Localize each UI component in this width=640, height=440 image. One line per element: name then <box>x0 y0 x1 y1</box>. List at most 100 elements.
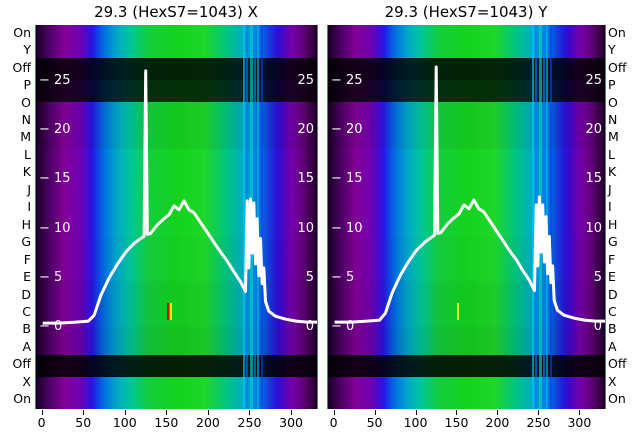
row-label: M <box>608 129 619 145</box>
x-tick-mark <box>124 410 126 415</box>
heatmap-band <box>36 327 317 355</box>
x-axis-panel-y: 0 50 100 150 200 250 300 <box>327 410 604 440</box>
x-tick-mark <box>333 410 335 415</box>
heatmap-band <box>36 191 317 237</box>
x-tick-mark <box>83 410 85 415</box>
row-label: L <box>608 146 615 162</box>
x-tick-mark <box>497 410 499 415</box>
heatmap-panel-y[interactable]: − 25 25 − 20 20 − 15 15 − 10 10 − 5 5 − 0 0 <box>327 25 606 409</box>
x-tick-label: 150 <box>444 415 469 430</box>
x-tick-mark <box>249 410 251 415</box>
inner-y-tick-label: − 25 <box>331 72 363 88</box>
inner-y-tick-label-right: 20 <box>585 122 602 137</box>
inner-y-tick-label: − 0 <box>331 319 355 334</box>
inner-y-tick-label: − 0 <box>39 319 63 334</box>
x-tick-label: 50 <box>366 415 383 430</box>
x-tick-label: 200 <box>485 415 510 430</box>
heatmap-band <box>328 237 605 281</box>
row-label: I <box>27 199 31 215</box>
x-tick-label: 300 <box>279 415 303 430</box>
row-label: N <box>608 112 618 127</box>
row-label: H <box>608 216 618 232</box>
inner-y-tick-label: − 25 <box>39 72 71 88</box>
panel-x-title: 29.3 (HexS7=1043) X <box>94 3 258 21</box>
x-tick-label: 0 <box>329 415 338 430</box>
row-label: K <box>608 164 617 180</box>
heatmap-band <box>328 377 605 409</box>
inner-y-tick-label-right: 15 <box>297 171 314 187</box>
x-tick-mark <box>579 410 581 415</box>
inner-y-tick-label-right: 5 <box>593 269 602 285</box>
row-label: O <box>21 94 31 110</box>
inner-y-tick-label-right: 0 <box>593 319 602 334</box>
heatmap-band <box>36 377 317 409</box>
row-label: F <box>23 251 31 267</box>
heatmap-band <box>328 327 605 355</box>
x-tick-mark <box>374 410 376 415</box>
row-label: P <box>23 77 31 93</box>
inner-y-tick-label-right: 15 <box>585 171 602 187</box>
x-tick-mark <box>207 410 209 415</box>
row-label: O <box>608 94 618 110</box>
inner-y-tick-label: − 10 <box>331 220 363 236</box>
x-tick-label: 250 <box>526 415 551 430</box>
row-label: X <box>608 373 617 389</box>
x-tick-mark <box>538 410 540 415</box>
heatmap-panel-x[interactable]: − 25 25 − 20 20 − 15 15 − 10 10 − 5 5 − 0 0 <box>35 25 318 409</box>
x-tick-mark <box>291 410 293 415</box>
row-label: H <box>21 216 31 232</box>
row-label: K <box>22 164 31 180</box>
x-tick-mark <box>456 410 458 415</box>
inner-y-tick-label: − 15 <box>331 171 363 187</box>
row-label: E <box>608 269 616 285</box>
row-label: F <box>608 251 616 267</box>
inner-y-tick-label-right: 25 <box>585 72 602 88</box>
inner-y-tick-label-right: 5 <box>305 269 314 285</box>
x-tick-label: 100 <box>403 415 428 430</box>
panel-y-title: 29.3 (HexS7=1043) Y <box>384 3 548 21</box>
row-label: A <box>608 338 617 354</box>
row-label: G <box>21 234 31 250</box>
row-label: C <box>22 304 31 319</box>
row-label: B <box>22 321 31 337</box>
heatmap-band <box>36 281 317 327</box>
row-label: A <box>22 338 31 354</box>
event-marker <box>457 303 460 321</box>
row-label: M <box>20 129 31 145</box>
row-label: Off <box>608 356 627 372</box>
row-label: D <box>608 286 618 302</box>
heatmap-band <box>36 102 317 149</box>
x-tick-label: 100 <box>112 415 137 430</box>
row-label: J <box>608 181 612 197</box>
spectral-stripe <box>549 25 552 409</box>
inner-y-tick-label: − 15 <box>39 171 71 187</box>
heatmap-band <box>36 149 317 191</box>
spectral-stripe <box>260 25 263 409</box>
row-label: B <box>608 321 617 337</box>
spectral-stripe <box>242 25 245 409</box>
x-tick-label: 50 <box>75 415 92 430</box>
row-label: I <box>608 199 612 215</box>
heatmap-band <box>328 25 605 58</box>
row-label: D <box>21 286 31 302</box>
row-label: Off <box>12 356 31 372</box>
inner-y-tick-label: − 20 <box>39 122 71 137</box>
heatmap-band <box>36 25 317 58</box>
row-label: On <box>13 391 31 407</box>
event-marker <box>169 303 172 321</box>
x-tick-label: 200 <box>195 415 220 430</box>
heatmap-band <box>328 191 605 237</box>
intensity-trace <box>42 69 317 325</box>
row-label: E <box>23 269 31 285</box>
inner-y-tick-label-right: 25 <box>297 72 314 88</box>
row-label: On <box>608 391 626 407</box>
inner-y-tick-label-right: 0 <box>305 319 314 334</box>
row-label: Off <box>608 59 627 75</box>
heatmap-band <box>328 102 605 149</box>
x-tick-label: 250 <box>237 415 262 430</box>
x-tick-label: 300 <box>567 415 592 430</box>
row-label: On <box>13 24 31 40</box>
x-tick-mark <box>415 410 417 415</box>
inner-y-tick-label: − 10 <box>39 220 71 236</box>
inner-y-tick-label-right: 10 <box>585 220 602 236</box>
